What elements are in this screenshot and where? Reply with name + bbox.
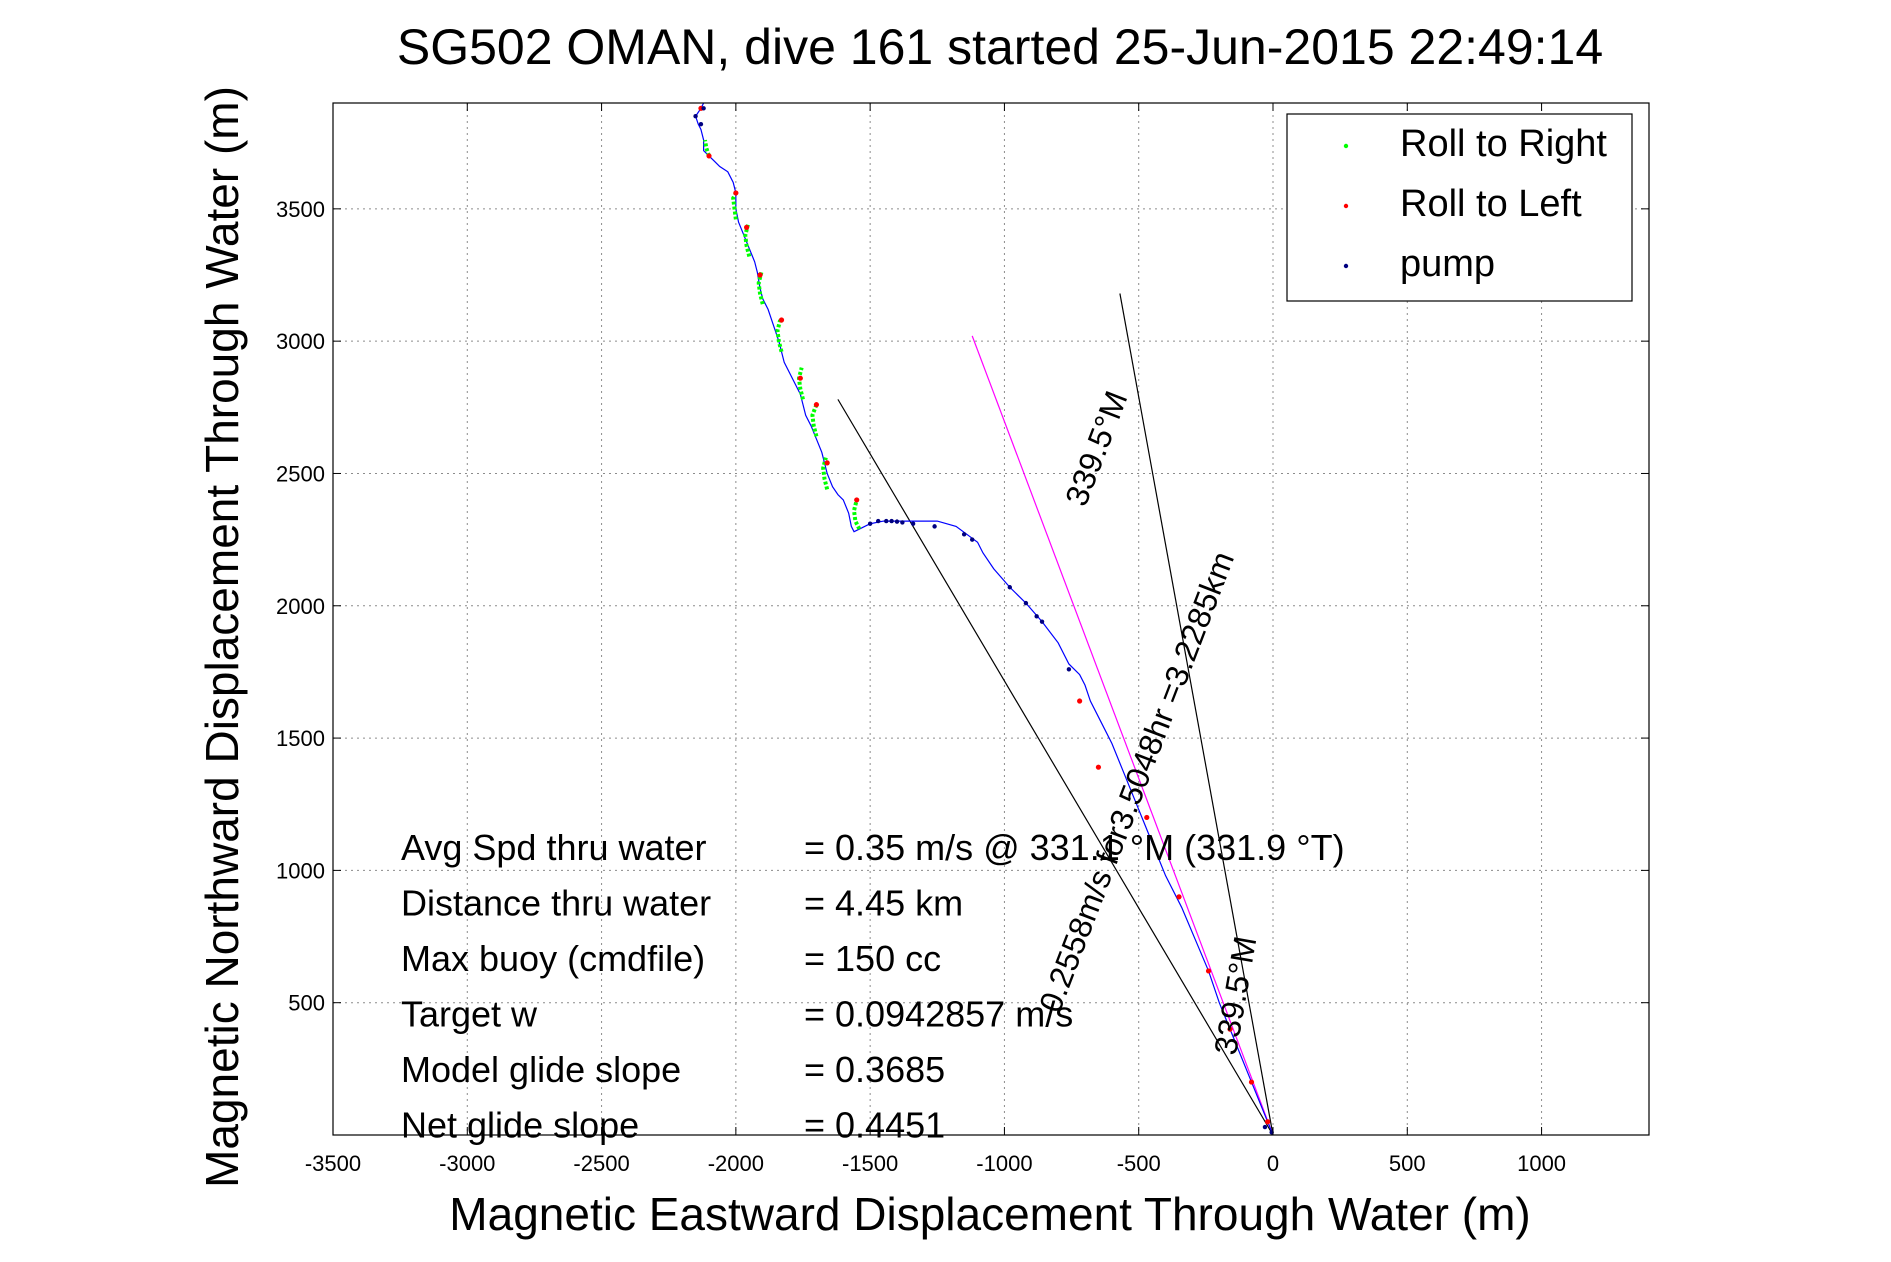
x-tick-label: -500: [1117, 1151, 1161, 1176]
annotation-label: Distance thru water: [401, 883, 711, 924]
roll-left-point: [1265, 1119, 1271, 1125]
roll-right-segment: [775, 319, 784, 353]
pump-point: [698, 121, 704, 127]
roll-left-point: [706, 153, 712, 159]
roll-left-point: [733, 190, 739, 196]
roll-left-point: [854, 497, 860, 503]
pump-point: [701, 106, 706, 111]
legend-marker: [1343, 203, 1349, 209]
pump-point: [1066, 667, 1072, 672]
track-layer: [694, 102, 1274, 1136]
roll-left-point: [797, 375, 803, 381]
y-tick-label: 2000: [276, 594, 325, 619]
line-339-lower: [837, 399, 1274, 1136]
x-tick-label: -3000: [439, 1151, 495, 1176]
pump-point: [1034, 614, 1039, 619]
roll-left-point: [744, 224, 750, 230]
line-annotation: 339.5°M: [1058, 386, 1134, 510]
marker-layer: [693, 105, 1274, 1135]
roll-right-segment: [821, 457, 830, 490]
y-tick-label: 1500: [276, 726, 325, 751]
legend: Roll to Right Roll to Left pump: [1286, 113, 1633, 302]
x-tick-label: -1000: [976, 1151, 1032, 1176]
annotation-label: Max buoy (cmdfile): [401, 938, 705, 979]
roll-right-segment: [810, 403, 819, 437]
roll-left-point: [813, 402, 820, 408]
annotation-label: Target w: [401, 994, 538, 1035]
pump-point: [1262, 1124, 1268, 1130]
roll-left-point: [1095, 764, 1102, 770]
roll-left-point: [757, 272, 763, 278]
x-tick-label: -1500: [842, 1151, 898, 1176]
annotation-block: Avg Spd thru water = 0.35 m/s @ 331.1 °M …: [401, 827, 1345, 1146]
line-annotations: 0.2558m/s for3.5048hr =3.2285km339.5°M33…: [1032, 386, 1264, 1057]
legend-marker: [1343, 263, 1349, 269]
roll-left-point: [1205, 968, 1212, 974]
annotation-value: = 0.3685: [804, 1049, 945, 1090]
pump-point: [961, 532, 967, 537]
pump-point: [1039, 619, 1045, 624]
x-tick-label: -2000: [708, 1151, 764, 1176]
y-tick-label: 3000: [276, 329, 325, 354]
annotation-label: Avg Spd thru water: [401, 827, 707, 868]
annotation-value: = 4.45 km: [804, 883, 963, 924]
line-annotation: 0.2558m/s for3.5048hr =3.2285km: [1032, 547, 1241, 1017]
pump-point: [1007, 585, 1012, 590]
pump-point: [970, 537, 975, 542]
roll-right-segment: [702, 139, 711, 157]
x-tick-label: 500: [1389, 1151, 1426, 1176]
chart-title: SG502 OMAN, dive 161 started 25-Jun-2015…: [397, 19, 1603, 75]
pump-point: [932, 524, 937, 529]
pump-point: [884, 518, 889, 524]
pump-point: [1023, 600, 1029, 606]
annotation-label: Model glide slope: [401, 1049, 681, 1090]
legend-label: Roll to Left: [1400, 183, 1582, 225]
annotation-label: Net glide slope: [401, 1105, 639, 1146]
roll-left-point: [1144, 814, 1150, 821]
y-tick-label: 3500: [276, 197, 325, 222]
roll-left-point: [1248, 1079, 1255, 1085]
annotation-value: = 0.35 m/s @ 331.1 °M (331.9 °T): [804, 827, 1345, 868]
legend-label: pump: [1400, 243, 1495, 285]
annotation-value: = 150 cc: [804, 938, 941, 979]
x-tick-label: 0: [1267, 1151, 1279, 1176]
roll-right-segment: [796, 367, 805, 400]
pump-point: [910, 521, 916, 526]
dive-track: [694, 102, 1274, 1136]
pump-point: [900, 520, 905, 525]
roll-right-segment: [731, 192, 738, 220]
y-tick-label: 2500: [276, 461, 325, 486]
roll-right-segment: [756, 271, 765, 305]
roll-right-segment: [851, 499, 862, 530]
annotation-value: = 0.0942857 m/s: [804, 994, 1073, 1035]
y-tick-label: 1000: [276, 858, 325, 883]
x-tick-label: -3500: [305, 1151, 361, 1176]
pump-point: [889, 518, 894, 524]
pump-point: [867, 521, 873, 526]
y-tick-label: 500: [288, 991, 325, 1016]
roll-left-point: [1077, 698, 1083, 704]
line-magenta: [971, 335, 1274, 1136]
legend-marker: [1343, 143, 1349, 149]
plot-frame: [332, 102, 1650, 1136]
legend-label: Roll to Right: [1400, 123, 1607, 165]
pump-point: [693, 114, 698, 119]
y-axis-title: Magnetic Northward Displacement Through …: [196, 86, 248, 1188]
annotation-value: = 0.4451: [804, 1105, 945, 1146]
line-339-upper: [1119, 293, 1274, 1136]
pump-point: [876, 518, 881, 524]
x-tick-label: -2500: [573, 1151, 629, 1176]
roll-left-point: [1227, 1026, 1233, 1032]
x-axis-title: Magnetic Eastward Displacement Through W…: [449, 1188, 1530, 1240]
x-tick-label: 1000: [1517, 1151, 1566, 1176]
tick-labels: -3500 -3000 -2500 -2000 -1500 -1000 -500 0 500 10…: [276, 103, 1649, 1176]
roll-right-segment: [743, 224, 752, 257]
roll-left-point: [824, 460, 830, 466]
reference-lines: [837, 293, 1274, 1136]
grid: [332, 103, 1649, 1135]
pump-point: [894, 519, 900, 524]
roll-left-point: [778, 317, 785, 323]
roll-left-point: [1176, 894, 1182, 900]
